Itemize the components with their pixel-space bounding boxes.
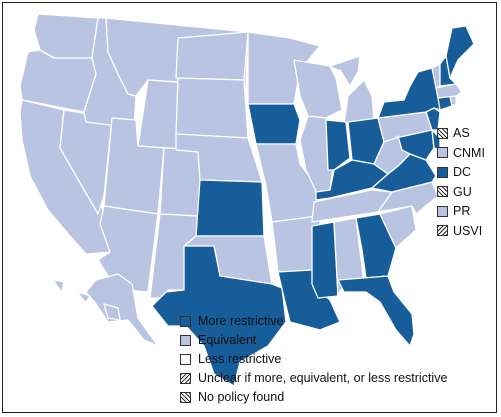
state-mi [329, 55, 375, 125]
legend-item-more-restrictive: More restrictive [180, 312, 447, 330]
legend-swatch [180, 372, 191, 384]
legend-label: More restrictive [198, 314, 284, 328]
legend-label: Less restrictive [198, 352, 282, 366]
state-sd [175, 77, 249, 139]
territory-label: CNMI [453, 145, 485, 160]
territory-swatch [437, 186, 448, 197]
state-nh [439, 55, 457, 87]
territory-as: AS [437, 124, 485, 142]
state-ia [247, 103, 301, 145]
legend-swatch [180, 391, 191, 403]
territory-swatch [437, 205, 448, 217]
state-hi [53, 279, 121, 321]
territory-pr: PR [437, 202, 485, 220]
state-ks [195, 179, 265, 237]
legend-item-less-restrictive: Less restrictive [180, 350, 447, 368]
territory-label: PR [453, 204, 471, 218]
territory-label: AS [453, 126, 470, 140]
state-me [445, 25, 475, 79]
state-ms [311, 221, 339, 299]
territory-cnmi: CNMI [437, 144, 485, 162]
territory-key: AS CNMI DC GU PR USVI [437, 124, 485, 241]
legend-label: No policy found [198, 390, 285, 404]
legend-label: Equivalent [198, 333, 257, 347]
territory-label: GU [453, 184, 472, 199]
state-fl [337, 275, 415, 347]
territory-swatch [437, 127, 448, 139]
legend-swatch [180, 334, 191, 346]
territory-swatch [437, 166, 448, 178]
state-in [325, 119, 351, 171]
state-tx [151, 245, 287, 387]
territory-usvi: USVI [437, 222, 485, 240]
territory-gu: GU [437, 183, 485, 201]
territory-swatch [437, 147, 448, 158]
map-legend: More restrictive Equivalent Less restric… [180, 312, 447, 407]
legend-item-no-policy: No policy found [180, 388, 447, 406]
legend-label: Unclear if more, equivalent, or less res… [198, 371, 448, 385]
legend-swatch [180, 315, 191, 327]
territory-label: USVI [453, 223, 483, 238]
territory-swatch [437, 225, 448, 236]
state-ak [85, 273, 159, 347]
state-wi [293, 59, 343, 119]
territory-label: DC [453, 165, 472, 179]
state-sc [379, 205, 417, 249]
territory-dc: DC [437, 163, 485, 181]
state-nd [175, 31, 249, 81]
legend-item-equivalent: Equivalent [180, 331, 447, 349]
legend-swatch [180, 353, 191, 365]
legend-item-unclear: Unclear if more, equivalent, or less res… [180, 369, 447, 387]
